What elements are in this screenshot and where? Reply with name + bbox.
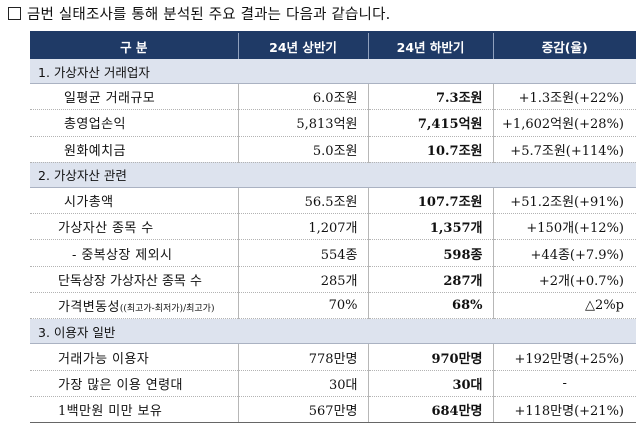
table-row: 가상자산 종목 수 1,207개 1,357개 +150개(+12%) [30, 213, 636, 241]
value-h1: 5,813억원 [238, 109, 369, 137]
table-row: 총영업손익 5,813억원 7,415억원 +1,602억원(+28%) [30, 109, 636, 137]
row-label: 1백만원 미만 보유 [30, 396, 239, 423]
table-row: 가장 많은 이용 연령대 30대 30대 - [30, 370, 636, 397]
header-change: 증감(율) [493, 32, 636, 59]
table-row: 일평균 거래규모 6.0조원 7.3조원 +1.3조원(+22%) [30, 83, 636, 111]
value-change: +51.2조원(+91%) [493, 187, 636, 215]
value-change: △2%p [493, 292, 636, 320]
value-h2: 1,357개 [368, 213, 494, 241]
value-h1: 6.0조원 [238, 83, 369, 111]
value-change: +150개(+12%) [493, 213, 636, 241]
value-change: +5.7조원(+114%) [493, 136, 636, 163]
checkbox-bullet-icon [8, 7, 21, 20]
row-label: 총영업손익 [30, 109, 239, 137]
value-h2: 7,415억원 [368, 109, 494, 137]
table-header-row: 구 분 24년 상반기 24년 하반기 증감(율) [30, 32, 636, 59]
table-row: 1백만원 미만 보유 567만명 684만명 +118만명(+21%) [30, 396, 636, 423]
value-h2: 30대 [368, 370, 494, 397]
section-title: 2. 가상자산 관련 [30, 162, 636, 188]
intro-text: 금번 실태조사를 통해 분석된 주요 결과는 다음과 같습니다. [27, 7, 391, 23]
section-title: 1. 가상자산 거래업자 [30, 59, 636, 84]
value-h1: 5.0조원 [238, 136, 369, 163]
value-h2: 68% [368, 292, 494, 320]
table-row: 원화예치금 5.0조원 10.7조원 +5.7조원(+114%) [30, 136, 636, 163]
results-table: 구 분 24년 상반기 24년 하반기 증감(율) 1. 가상자산 거래업자 일… [30, 31, 636, 423]
value-change: +1,602억원(+28%) [493, 109, 636, 137]
value-h1: 1,207개 [238, 213, 369, 241]
value-change: +44종(+7.9%) [493, 239, 636, 267]
value-h2: 107.7조원 [368, 187, 494, 215]
value-change: +118만명(+21%) [493, 396, 636, 423]
intro-line: 금번 실태조사를 통해 분석된 주요 결과는 다음과 같습니다. [8, 4, 390, 26]
section-title: 3. 이용자 일반 [30, 318, 636, 345]
value-change: +2개(+0.7%) [493, 266, 636, 294]
value-h2: 287개 [368, 266, 494, 294]
row-label: 원화예치금 [30, 136, 239, 163]
value-h1: 56.5조원 [238, 187, 369, 215]
value-h1: 778만명 [238, 343, 369, 371]
value-h1: 285개 [238, 266, 369, 294]
value-h2: 970만명 [368, 343, 494, 371]
header-h1: 24년 상반기 [238, 32, 369, 59]
value-h2: 684만명 [368, 396, 494, 423]
row-label: 일평균 거래규모 [30, 83, 239, 111]
row-label: - 중복상장 제외시 [30, 239, 239, 267]
row-label: 시가총액 [30, 187, 239, 215]
table-row: 시가총액 56.5조원 107.7조원 +51.2조원(+91%) [30, 187, 636, 215]
section-row: 1. 가상자산 거래업자 [30, 59, 636, 84]
row-label: 거래가능 이용자 [30, 343, 239, 371]
table-row: - 중복상장 제외시 554종 598종 +44종(+7.9%) [30, 239, 636, 267]
table-row: 가격변동성((최고가-최저가)/최고가) 70% 68% △2%p [30, 292, 636, 320]
table-row: 단독상장 가상자산 종목 수 285개 287개 +2개(+0.7%) [30, 266, 636, 294]
row-label: 가격변동성 [58, 300, 120, 316]
row-label-note: ((최고가-최저가)/최고가) [119, 304, 215, 315]
table-row: 거래가능 이용자 778만명 970만명 +192만명(+25%) [30, 343, 636, 371]
value-h1: 30대 [238, 370, 369, 397]
section-row: 3. 이용자 일반 [30, 318, 636, 345]
row-label-cell: 가격변동성((최고가-최저가)/최고가) [30, 292, 239, 320]
value-h2: 10.7조원 [368, 136, 494, 163]
value-h2: 598종 [368, 239, 494, 267]
row-label: 가상자산 종목 수 [30, 213, 239, 241]
value-change: +192만명(+25%) [493, 343, 636, 371]
header-h2: 24년 하반기 [368, 32, 494, 59]
row-label: 가장 많은 이용 연령대 [30, 370, 239, 397]
section-row: 2. 가상자산 관련 [30, 162, 636, 188]
value-h1: 554종 [238, 239, 369, 267]
value-h2: 7.3조원 [368, 83, 494, 111]
value-h1: 70% [238, 292, 369, 320]
value-h1: 567만명 [238, 396, 369, 423]
value-change: +1.3조원(+22%) [493, 83, 636, 111]
header-category: 구 분 [30, 32, 239, 59]
row-label: 단독상장 가상자산 종목 수 [30, 266, 239, 294]
value-change: - [493, 370, 636, 397]
